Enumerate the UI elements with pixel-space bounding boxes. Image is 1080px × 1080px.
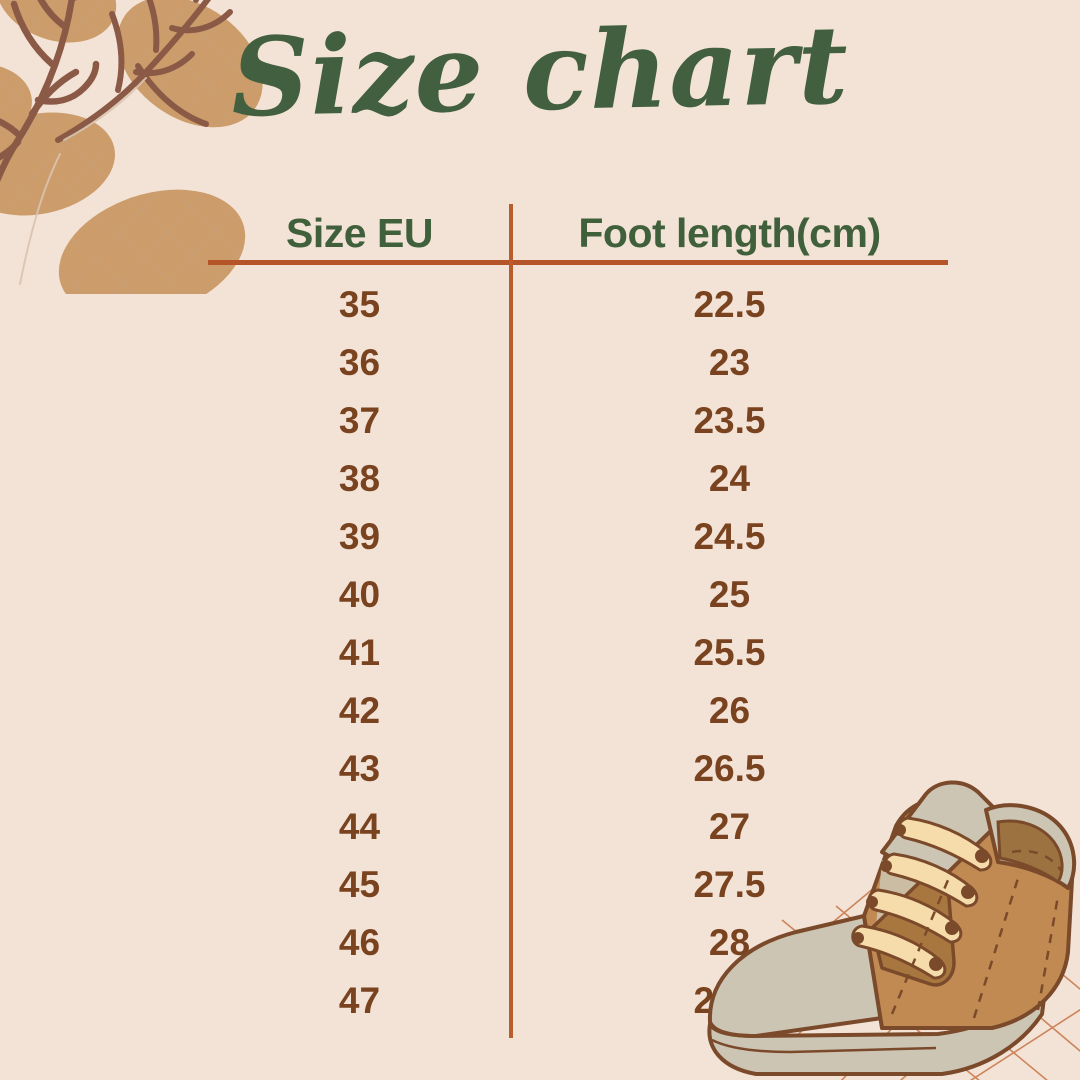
table-row: 44 27: [208, 797, 948, 855]
cell-size-eu: 41: [338, 631, 381, 673]
table-row: 36 23: [208, 333, 948, 391]
cell-size-eu: 47: [338, 979, 381, 1021]
table-row: 41 25.5: [208, 623, 948, 681]
column-header-size-eu: Size EU: [286, 210, 433, 256]
cell-foot-length: 26.5: [693, 747, 766, 789]
table-row: 43 26.5: [208, 739, 948, 797]
column-divider-line: [509, 204, 513, 1038]
cell-foot-length: 24.5: [693, 515, 766, 557]
cell-size-eu: 44: [338, 805, 381, 847]
header-divider-line: [208, 260, 948, 265]
cell-foot-length: 28.5: [693, 979, 766, 1021]
table-row: 39 24.5: [208, 507, 948, 565]
cell-foot-length: 28: [708, 921, 751, 963]
table-row: 46 28: [208, 913, 948, 971]
cell-size-eu: 39: [338, 515, 381, 557]
table-row: 35 22.5: [208, 275, 948, 333]
table-row: 40 25: [208, 565, 948, 623]
table-row: 45 27.5: [208, 855, 948, 913]
table-row: 37 23.5: [208, 391, 948, 449]
page-title: Size chart: [229, 2, 851, 142]
table-row: 42 26: [208, 681, 948, 739]
cell-foot-length: 27.5: [693, 863, 766, 905]
cell-foot-length: 25.5: [693, 631, 766, 673]
cell-size-eu: 37: [338, 399, 381, 441]
cell-foot-length: 23: [708, 341, 751, 383]
cell-size-eu: 46: [338, 921, 381, 963]
cell-size-eu: 43: [338, 747, 381, 789]
cell-size-eu: 40: [338, 573, 381, 615]
cell-foot-length: 27: [708, 805, 751, 847]
cell-size-eu: 45: [338, 863, 381, 905]
cell-foot-length: 24: [708, 457, 751, 499]
table-row: 47 28.5: [208, 971, 948, 1029]
cell-foot-length: 26: [708, 689, 751, 731]
cell-size-eu: 36: [338, 341, 381, 383]
cell-size-eu: 38: [338, 457, 381, 499]
table-header-row: Size EU Foot length(cm): [208, 196, 948, 256]
cell-size-eu: 42: [338, 689, 381, 731]
size-chart-table: Size EU Foot length(cm) 35 22.5 36 23 37 23.5…: [208, 196, 948, 1029]
cell-foot-length: 25: [708, 573, 751, 615]
column-header-foot-length: Foot length(cm): [578, 210, 881, 256]
cell-foot-length: 22.5: [693, 283, 766, 325]
cell-foot-length: 23.5: [693, 399, 766, 441]
table-body: 35 22.5 36 23 37 23.5 38 24 39 24.5 40 25 41 25.5 42 26…: [208, 275, 948, 1029]
table-row: 38 24: [208, 449, 948, 507]
cell-size-eu: 35: [338, 283, 381, 325]
